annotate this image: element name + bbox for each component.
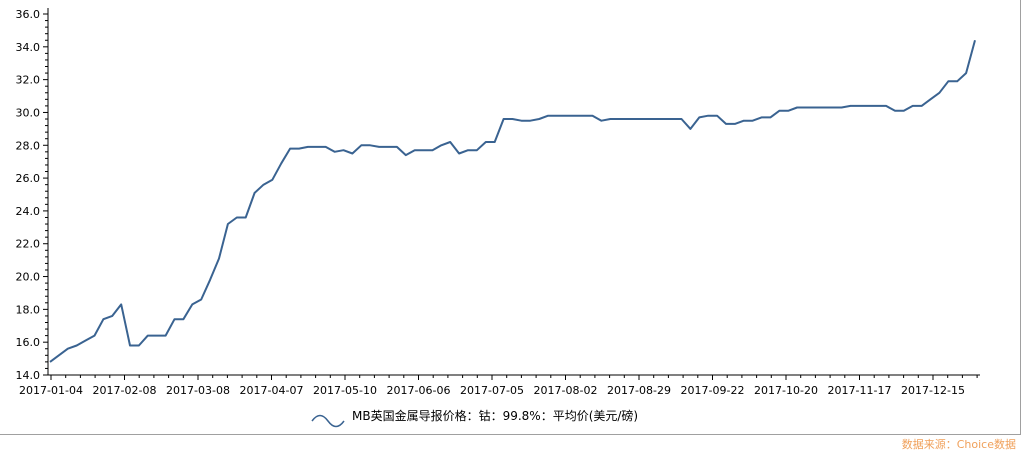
series-group — [49, 40, 976, 363]
x-tick-label: 2017-11-17 — [828, 384, 892, 397]
series-line — [49, 40, 976, 363]
legend-swatch — [311, 414, 345, 428]
x-tick-label: 2017-08-29 — [607, 384, 671, 397]
y-axis-ticks: 14.0 16.0 18.0 20.0 22.0 24.0 26.0 28.0 30.0 32.0… — [16, 8, 48, 382]
y-tick-label: 36.0 — [16, 8, 41, 21]
y-tick-label: 14.0 — [16, 369, 41, 382]
x-tick-label: 2017-01-04 — [19, 384, 83, 397]
x-tick-label: 2017-10-20 — [754, 384, 818, 397]
legend: MB英国金属导报价格：钴：99.8%：平均价(美元/磅) — [311, 408, 638, 428]
y-tick-label: 20.0 — [16, 271, 41, 284]
chart-frame — [0, 0, 1021, 435]
x-tick-label: 2017-07-05 — [460, 384, 524, 397]
source-note: 数据来源：Choice数据 — [901, 438, 1016, 451]
y-tick-label: 34.0 — [16, 41, 41, 54]
x-tick-label: 2017-08-02 — [534, 384, 598, 397]
x-axis-ticks: 2017-01-04 2017-02-08 2017-03-08 2017-04-07… — [19, 375, 978, 397]
y-tick-label: 32.0 — [16, 74, 41, 87]
x-tick-label: 2017-05-10 — [313, 384, 377, 397]
axes — [47, 8, 980, 376]
y-tick-label: 30.0 — [16, 106, 41, 119]
x-tick-label: 2017-09-22 — [681, 384, 745, 397]
y-tick-label: 28.0 — [16, 139, 41, 152]
y-tick-label: 16.0 — [16, 336, 41, 349]
x-tick-label: 2017-06-06 — [387, 384, 451, 397]
x-tick-label: 2017-12-15 — [901, 384, 965, 397]
y-tick-label: 18.0 — [16, 303, 41, 316]
x-tick-label: 2017-03-08 — [166, 384, 230, 397]
line-chart: 14.0 16.0 18.0 20.0 22.0 24.0 26.0 28.0 30.0 32.0… — [16, 8, 980, 428]
y-tick-label: 22.0 — [16, 238, 41, 251]
y-tick-label: 26.0 — [16, 172, 41, 185]
x-tick-label: 2017-02-08 — [93, 384, 157, 397]
y-tick-label: 24.0 — [16, 205, 41, 218]
x-tick-label: 2017-04-07 — [240, 384, 304, 397]
legend-label: MB英国金属导报价格：钴：99.8%：平均价(美元/磅) — [352, 408, 638, 423]
